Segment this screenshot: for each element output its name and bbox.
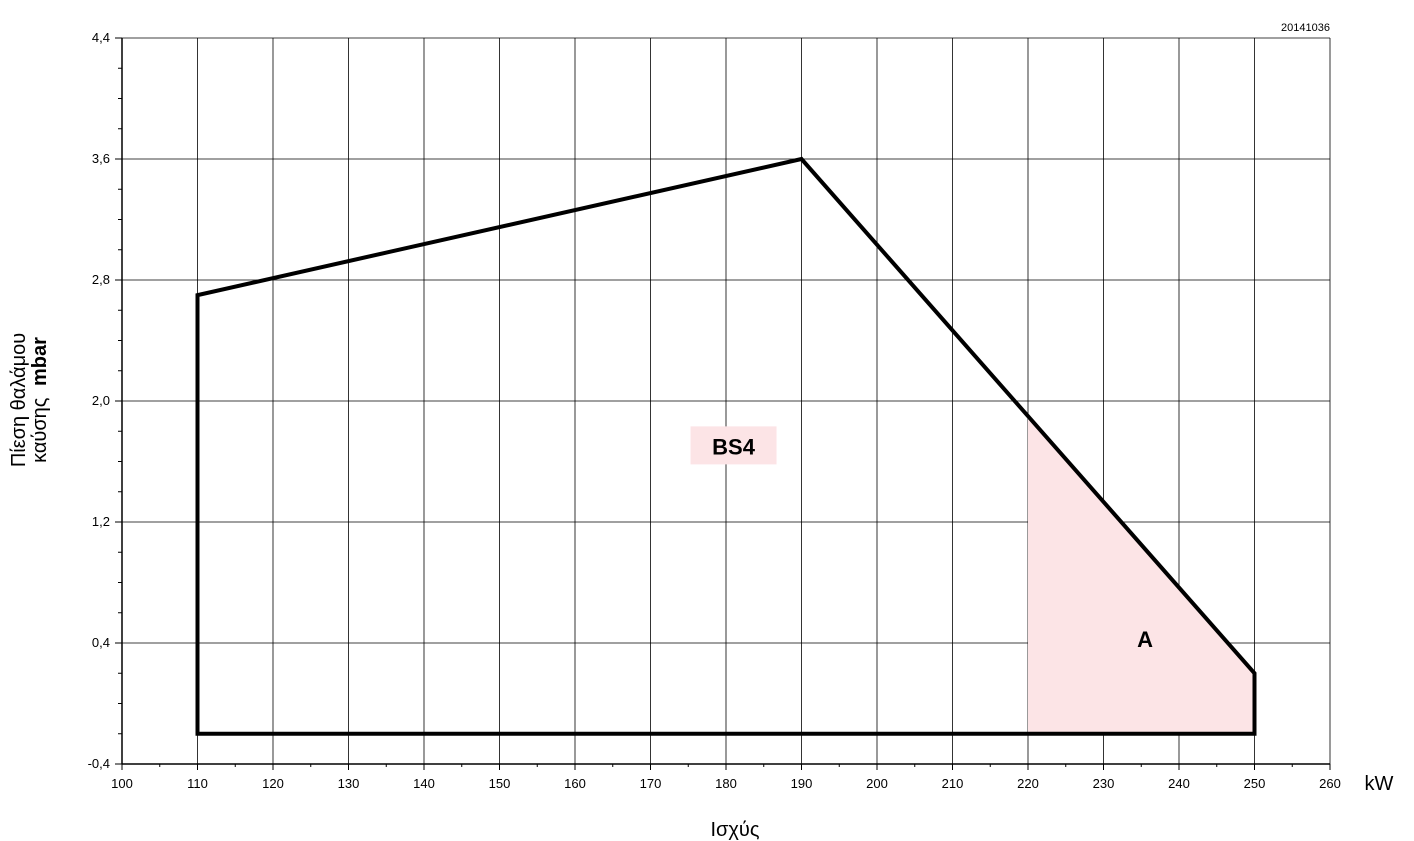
series-outline — [195, 156, 1257, 736]
bs4-envelope-line — [195, 156, 1257, 736]
x-tick-label: 100 — [111, 776, 133, 791]
x-tick-label: 110 — [187, 776, 208, 791]
y-tick-label: 2,8 — [92, 272, 110, 287]
y-tick-label: 1,2 — [92, 514, 110, 529]
x-tick-label: 260 — [1319, 776, 1341, 791]
x-unit: kW — [1365, 773, 1394, 795]
axes — [115, 37, 1331, 770]
x-tick-label: 170 — [640, 776, 662, 791]
y-tick-label: 4,4 — [92, 30, 110, 45]
x-axis-title: Ισχύς — [711, 819, 760, 841]
y-tick-label: 3,6 — [92, 151, 110, 166]
x-tick-label: 210 — [942, 776, 964, 791]
x-tick-label: 230 — [1093, 776, 1115, 791]
y-axis-title-line2: καύσης mbar — [29, 337, 51, 463]
x-tick-label: 220 — [1017, 776, 1039, 791]
x-tick-label: 240 — [1168, 776, 1190, 791]
x-tick-label: 120 — [262, 776, 284, 791]
x-tick-label: 160 — [564, 776, 586, 791]
x-tick-label: 150 — [489, 776, 511, 791]
y-tick-label: -0,4 — [88, 756, 110, 771]
y-axis-title-line1: Πίεση θαλάμου — [8, 333, 30, 467]
document-code: 20141036 — [1281, 22, 1330, 34]
x-tick-label: 140 — [413, 776, 435, 791]
series-label-a: A — [1137, 627, 1153, 652]
series-label-bs4: BS4 — [712, 434, 756, 459]
y-axis-title-word: καύσης — [29, 397, 51, 463]
x-tick-label: 200 — [866, 776, 888, 791]
y-axis-unit: mbar — [29, 337, 51, 386]
x-tick-label: 250 — [1244, 776, 1266, 791]
y-tick-label: 0,4 — [92, 635, 110, 650]
y-tick-labels: -0,4 0,4 1,2 2,0 2,8 3,6 4,4 — [88, 30, 110, 771]
region-a-fill — [1028, 416, 1255, 734]
x-tick-label: 180 — [715, 776, 737, 791]
y-tick-label: 2,0 — [92, 393, 110, 408]
region-a-area — [1028, 416, 1255, 734]
x-tick-label: 190 — [791, 776, 813, 791]
x-tick-label: 130 — [338, 776, 360, 791]
bs4-label-bg — [690, 426, 777, 465]
x-tick-labels: 100 110 120 130 140 150 160 170 180 190 200 210 220 2… — [111, 776, 1341, 791]
